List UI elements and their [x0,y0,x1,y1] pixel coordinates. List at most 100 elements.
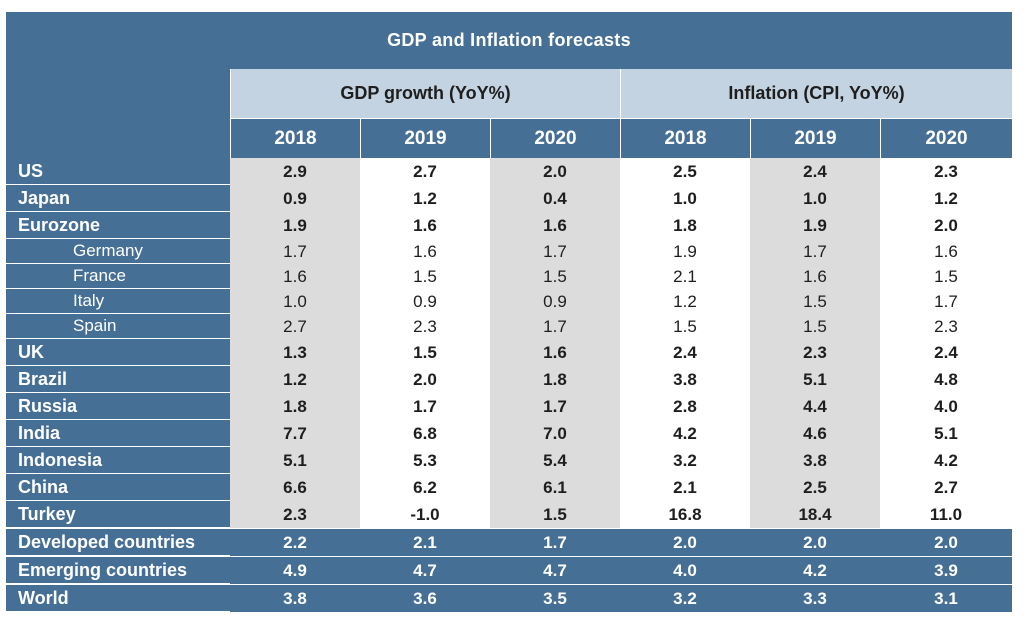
value-cell: 1.6 [360,239,490,264]
value-cell: 1.2 [230,366,360,393]
value-cell: 3.8 [750,447,880,474]
table-row: Eurozone 1.9 1.6 1.6 1.8 1.9 2.0 [6,212,1012,239]
value-cell: 6.1 [490,474,620,501]
row-label: UK [6,339,230,366]
value-cell: 1.2 [360,185,490,212]
value-cell: 2.0 [360,366,490,393]
table-title: GDP and Inflation forecasts [6,12,1012,69]
value-cell: 1.0 [230,289,360,314]
year-header: 2019 [750,118,880,158]
value-cell: 7.7 [230,420,360,447]
table-row: India 7.7 6.8 7.0 4.2 4.6 5.1 [6,420,1012,447]
value-cell: 2.4 [620,339,750,366]
value-cell: 1.5 [620,314,750,339]
value-cell: 2.3 [750,339,880,366]
year-header: 2020 [880,118,1012,158]
value-cell: 3.8 [620,366,750,393]
value-cell: 2.8 [620,393,750,420]
value-cell: 1.7 [880,289,1012,314]
aggregate-value: 3.6 [360,584,490,612]
aggregate-row: Emerging countries 4.9 4.7 4.7 4.0 4.2 3.9 [6,556,1012,584]
row-label: France [6,264,230,289]
value-cell: -1.0 [360,501,490,528]
aggregate-row: World 3.8 3.6 3.5 3.2 3.3 3.1 [6,584,1012,612]
year-header-row: 2018 2019 2020 2018 2019 2020 [6,118,1012,158]
value-cell: 2.7 [360,158,490,185]
table-row: Indonesia 5.1 5.3 5.4 3.2 3.8 4.2 [6,447,1012,474]
aggregate-value: 4.7 [490,556,620,584]
year-header: 2018 [620,118,750,158]
row-label: Italy [6,289,230,314]
value-cell: 1.5 [490,264,620,289]
value-cell: 2.4 [750,158,880,185]
value-cell: 1.8 [620,212,750,239]
header-corner [6,69,230,118]
value-cell: 2.5 [620,158,750,185]
forecast-table: GDP and Inflation forecasts GDP growth (… [6,12,1012,612]
table-row: Russia 1.8 1.7 1.7 2.8 4.4 4.0 [6,393,1012,420]
value-cell: 1.6 [750,264,880,289]
value-cell: 6.6 [230,474,360,501]
value-cell: 2.4 [880,339,1012,366]
value-cell: 1.0 [620,185,750,212]
value-cell: 2.1 [620,264,750,289]
value-cell: 1.7 [490,314,620,339]
value-cell: 1.7 [490,239,620,264]
value-cell: 2.7 [230,314,360,339]
value-cell: 4.2 [620,420,750,447]
gdp-group-header: GDP growth (YoY%) [230,69,620,118]
header-corner [6,118,230,158]
value-cell: 2.0 [880,212,1012,239]
row-label: Turkey [6,501,230,528]
value-cell: 1.9 [230,212,360,239]
value-cell: 2.3 [880,314,1012,339]
table-row: Japan 0.9 1.2 0.4 1.0 1.0 1.2 [6,185,1012,212]
value-cell: 3.2 [620,447,750,474]
table-row: Brazil 1.2 2.0 1.8 3.8 5.1 4.8 [6,366,1012,393]
value-cell: 1.9 [620,239,750,264]
table-row: UK 1.3 1.5 1.6 2.4 2.3 2.4 [6,339,1012,366]
aggregate-value: 2.0 [750,528,880,556]
row-label: Spain [6,314,230,339]
aggregate-value: 3.5 [490,584,620,612]
value-cell: 0.9 [360,289,490,314]
year-header: 2018 [230,118,360,158]
aggregate-label: Developed countries [6,528,230,556]
value-cell: 1.7 [750,239,880,264]
value-cell: 2.5 [750,474,880,501]
value-cell: 1.6 [360,212,490,239]
year-header: 2020 [490,118,620,158]
aggregate-value: 3.9 [880,556,1012,584]
value-cell: 1.6 [490,212,620,239]
aggregate-value: 2.2 [230,528,360,556]
value-cell: 0.4 [490,185,620,212]
row-label: US [6,158,230,185]
value-cell: 1.8 [230,393,360,420]
value-cell: 2.9 [230,158,360,185]
value-cell: 1.5 [360,264,490,289]
value-cell: 1.7 [230,239,360,264]
row-label: Indonesia [6,447,230,474]
value-cell: 4.4 [750,393,880,420]
aggregate-value: 1.7 [490,528,620,556]
value-cell: 1.5 [490,501,620,528]
value-cell: 18.4 [750,501,880,528]
value-cell: 6.8 [360,420,490,447]
row-label: Eurozone [6,212,230,239]
value-cell: 2.3 [230,501,360,528]
table-row: US 2.9 2.7 2.0 2.5 2.4 2.3 [6,158,1012,185]
value-cell: 4.0 [880,393,1012,420]
aggregate-value: 3.8 [230,584,360,612]
row-label: Japan [6,185,230,212]
table-row: Germany 1.7 1.6 1.7 1.9 1.7 1.6 [6,239,1012,264]
group-header-row: GDP growth (YoY%) Inflation (CPI, YoY%) [6,69,1012,118]
value-cell: 1.0 [750,185,880,212]
table-row: Spain 2.7 2.3 1.7 1.5 1.5 2.3 [6,314,1012,339]
row-label: Brazil [6,366,230,393]
value-cell: 5.1 [750,366,880,393]
value-cell: 2.7 [880,474,1012,501]
value-cell: 5.1 [880,420,1012,447]
value-cell: 1.6 [880,239,1012,264]
aggregate-value: 4.9 [230,556,360,584]
value-cell: 2.3 [880,158,1012,185]
